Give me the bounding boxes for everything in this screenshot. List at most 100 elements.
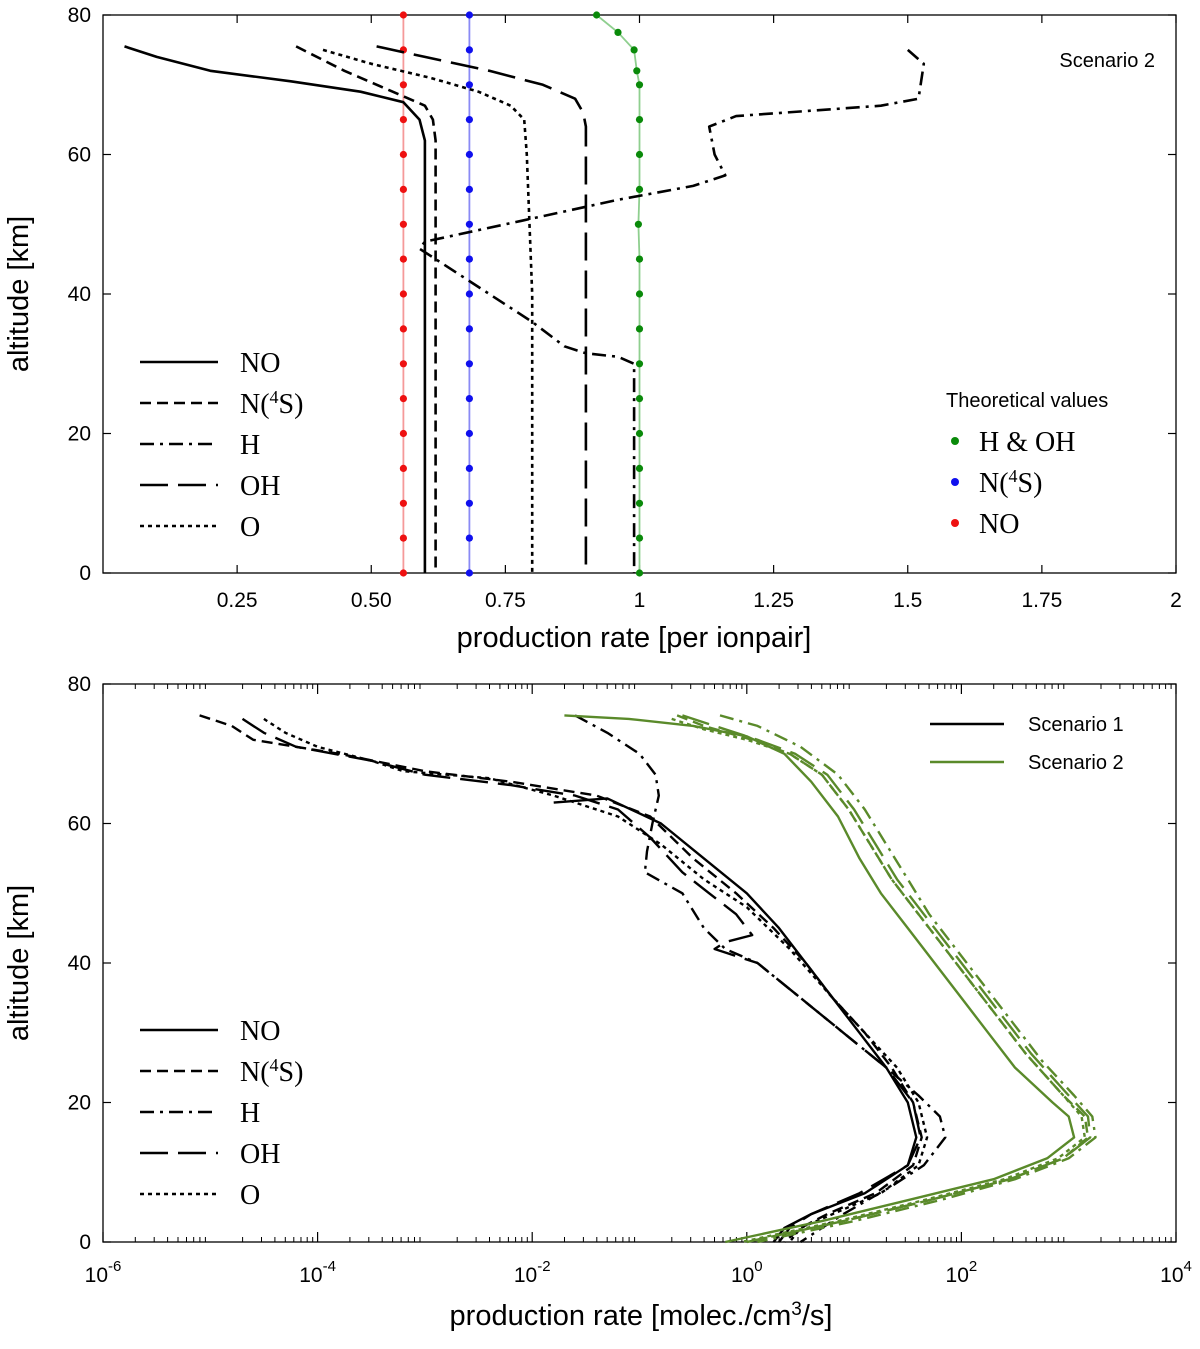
y-tick-label: 60 xyxy=(68,144,91,167)
theory-point-n-4s xyxy=(465,395,473,403)
theory-point-h-oh xyxy=(635,395,644,403)
x-tick-label: 2 xyxy=(1170,589,1182,612)
scenario-annotation: Scenario 2 xyxy=(1059,50,1155,72)
legend-title: Theoretical values xyxy=(946,390,1108,412)
series-line-oh-scenario-2 xyxy=(682,714,1092,1244)
theory-point-no xyxy=(399,395,407,403)
theory-point-n-4s xyxy=(465,81,473,89)
y-tick-label: 60 xyxy=(68,813,91,836)
series-layer xyxy=(199,714,1097,1244)
theory-point-h-oh xyxy=(635,534,644,542)
theory-point-n-4s xyxy=(465,325,473,333)
legend-label-oh: OH xyxy=(240,1139,280,1170)
legend-theoretical: Theoretical values H & OH N(4S) NO xyxy=(946,390,1108,540)
theory-point-h-oh xyxy=(593,11,601,19)
theory-point-no xyxy=(399,185,407,193)
series-layer xyxy=(124,45,926,573)
series-line-no-scenario-1 xyxy=(553,797,918,1243)
x-tick-label: 104 xyxy=(1160,1258,1192,1287)
theory-point-h-oh xyxy=(635,464,644,472)
theory-point-n-4s xyxy=(465,534,473,542)
y-tick-label: 80 xyxy=(68,4,91,27)
plot-frame xyxy=(102,683,1177,1243)
theory-point-no xyxy=(399,81,407,89)
theory-point-h-oh xyxy=(635,290,644,298)
series-line-h xyxy=(418,48,926,573)
chart-bottom: 10-6 10-4 10-2 100 102 104 0 20 40 60 80 productio… xyxy=(3,673,1192,1332)
theory-point-no xyxy=(399,150,407,159)
series-line-o-scenario-2 xyxy=(671,717,1086,1244)
theory-point-h-oh xyxy=(635,360,644,368)
tick-labels: 10-6 10-4 10-2 100 102 104 0 20 40 60 80 xyxy=(68,673,1192,1287)
theory-point-no xyxy=(399,255,407,263)
legend-scenarios: Scenario 1 Scenario 2 xyxy=(930,714,1124,774)
x-tick-label: 1 xyxy=(634,589,646,612)
legend-marker-n4s xyxy=(951,478,959,486)
legend-label-scenario-1: Scenario 1 xyxy=(1028,714,1124,736)
theory-point-n-4s xyxy=(465,429,473,438)
theory-point-n-4s xyxy=(465,11,473,19)
y-tick-label: 40 xyxy=(68,283,91,306)
theory-point-no xyxy=(399,360,407,368)
theory-point-no xyxy=(399,220,407,228)
legend-label-oh: OH xyxy=(240,471,280,502)
x-tick-label: 10-4 xyxy=(299,1258,336,1287)
legend-label-theory-no: NO xyxy=(979,509,1019,540)
series-line-n-4s-scenario-2 xyxy=(676,714,1090,1244)
theory-point-n-4s xyxy=(465,499,473,507)
theory-point-n-4s xyxy=(465,290,473,298)
theory-point-h-oh xyxy=(635,81,644,89)
legend-marker-no xyxy=(951,519,959,527)
theory-point-n-4s xyxy=(465,464,473,472)
y-tick-label: 20 xyxy=(68,1092,91,1115)
x-tick-label: 1.5 xyxy=(893,589,922,612)
legend-label-no: NO xyxy=(240,348,280,379)
theory-point-no xyxy=(399,116,407,124)
theory-point-n-4s xyxy=(465,255,473,263)
legend-label-no: NO xyxy=(240,1016,280,1047)
x-tick-label: 1.25 xyxy=(753,589,794,612)
theory-point-n-4s xyxy=(465,116,473,124)
legend-label-h-oh: H & OH xyxy=(979,427,1075,458)
x-tick-label: 102 xyxy=(946,1258,978,1287)
y-tick-label: 40 xyxy=(68,952,91,975)
theory-point-no xyxy=(399,325,407,333)
y-tick-label: 0 xyxy=(79,1231,91,1254)
y-tick-label: 0 xyxy=(79,562,91,585)
series-line-oh xyxy=(376,45,588,573)
series-line-no xyxy=(124,45,427,573)
theory-point-h-oh xyxy=(635,499,644,507)
theoretical-values-layer xyxy=(399,11,644,577)
theory-point-h-oh xyxy=(635,255,644,263)
x-tick-label: 1.75 xyxy=(1021,589,1062,612)
theory-point-n-4s xyxy=(465,569,473,577)
x-tick-label: 10-2 xyxy=(514,1258,551,1287)
theory-point-h-oh xyxy=(635,569,644,577)
legend-label-scenario-2: Scenario 2 xyxy=(1028,752,1124,774)
series-line-o xyxy=(322,48,534,573)
x-tick-label: 0.25 xyxy=(217,589,258,612)
theory-point-no xyxy=(399,11,407,19)
legend-label-o: O xyxy=(240,512,260,543)
theory-point-no xyxy=(399,499,407,507)
theory-point-h-oh xyxy=(635,116,644,124)
series-line-n-4s xyxy=(295,45,437,573)
legend-label-h: H xyxy=(240,1098,260,1129)
x-tick-label: 10-6 xyxy=(85,1258,122,1287)
theory-point-no xyxy=(399,290,407,298)
legend-label-h: H xyxy=(240,430,260,461)
x-axis-label: production rate [molec./cm3/s] xyxy=(450,1299,833,1332)
theory-point-n-4s xyxy=(465,360,473,368)
theory-point-h-oh xyxy=(635,429,644,438)
theory-point-n-4s xyxy=(465,46,473,54)
x-tick-label: 0.75 xyxy=(485,589,526,612)
x-tick-label: 0.50 xyxy=(351,589,392,612)
theory-point-h-oh xyxy=(614,28,622,36)
x-axis-label: production rate [per ionpair] xyxy=(457,622,812,654)
series-line-h-scenario-2 xyxy=(719,714,1097,1244)
theory-point-n-4s xyxy=(465,220,473,228)
theory-point-h-oh xyxy=(635,325,644,333)
theory-point-h-oh xyxy=(633,67,641,75)
